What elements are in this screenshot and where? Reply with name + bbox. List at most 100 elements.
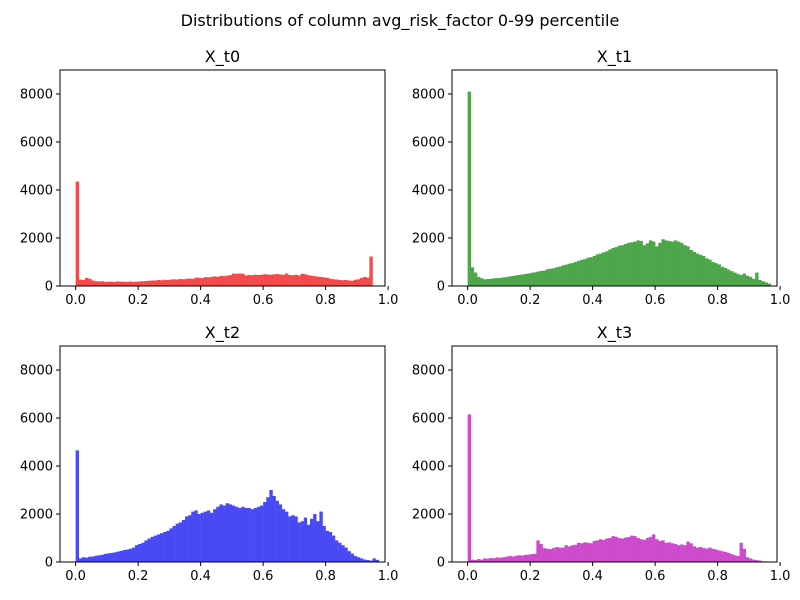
histogram-bar (483, 558, 487, 562)
histogram-bar (100, 281, 105, 286)
histogram-bar (514, 275, 518, 286)
histogram-bar (366, 560, 370, 562)
histogram-bar (755, 560, 759, 562)
histogram-bar (210, 512, 214, 562)
histogram-bar (160, 533, 164, 562)
histogram-bar (508, 556, 512, 562)
histogram-bar (739, 274, 743, 286)
histogram-bar (617, 245, 622, 286)
histogram-bar (711, 262, 715, 286)
histogram-bar (661, 540, 665, 562)
histogram-bar (695, 547, 700, 562)
histogram-bar (692, 251, 697, 286)
y-tick-label: 4000 (412, 184, 445, 199)
histogram-bar (194, 277, 198, 286)
histogram-bar (122, 281, 126, 286)
histogram-bar (708, 259, 712, 286)
histogram-bar (238, 273, 242, 286)
y-tick-label: 2000 (20, 508, 53, 523)
histogram-bar (673, 240, 678, 286)
histogram-bar (711, 548, 715, 562)
histogram-bar (595, 254, 600, 286)
histogram-bar (178, 279, 183, 286)
histogram-bar (645, 243, 650, 286)
y-tick-label: 4000 (20, 460, 53, 475)
y-tick-label: 8000 (20, 364, 53, 379)
histogram-bar (113, 552, 117, 562)
histogram-bar (122, 550, 126, 562)
histogram-bar (730, 554, 734, 562)
histogram-bar (580, 259, 584, 286)
histogram-bar (533, 272, 537, 286)
histogram-bar (633, 241, 637, 286)
histogram-bar (586, 257, 590, 286)
histogram-bar (630, 535, 634, 562)
histogram-bar (689, 250, 693, 286)
y-tick-label: 6000 (20, 412, 53, 427)
panel-title: X_t1 (597, 47, 632, 67)
histogram-bar (730, 271, 734, 286)
histogram-bar (655, 246, 659, 286)
histogram-bar (467, 91, 472, 286)
histogram-bar (567, 263, 572, 286)
histogram-bar (727, 269, 731, 286)
x-tick-label: 0.8 (707, 569, 728, 584)
histogram-bar (561, 547, 565, 562)
histogram-bar (605, 538, 609, 562)
histogram-bar (266, 274, 270, 286)
histogram-bar (131, 547, 136, 562)
y-tick-label: 6000 (412, 136, 445, 151)
histogram-bar (75, 181, 80, 286)
histogram-bar (153, 535, 158, 562)
histogram-bar (536, 271, 540, 286)
histogram-bar (235, 506, 239, 562)
histogram-bar (655, 539, 659, 562)
histogram-bar (717, 550, 722, 562)
histogram-bar (172, 279, 176, 286)
histogram-bar (347, 280, 351, 286)
histogram-bar (228, 275, 233, 286)
histogram-bar (91, 556, 95, 562)
histogram-bar (294, 274, 298, 286)
histogram-bar (583, 259, 587, 286)
histogram-bar (160, 280, 164, 286)
histogram-bar (733, 555, 737, 562)
panel-title: X_t2 (205, 323, 240, 343)
histogram-bar (135, 545, 139, 562)
histogram-bar (648, 536, 653, 562)
histogram-bar (748, 558, 753, 562)
x-tick-label: 1.0 (770, 293, 791, 308)
histogram-bar (260, 274, 264, 286)
histogram-bar (147, 538, 151, 562)
histogram-bar (611, 248, 615, 286)
histogram-bar (372, 558, 376, 562)
histogram-bar (498, 277, 503, 286)
x-tick-label: 0.4 (190, 569, 211, 584)
histogram-bar (573, 262, 578, 286)
histogram-bar (548, 549, 553, 562)
histogram-bar (495, 557, 500, 562)
histogram-bar (473, 560, 478, 562)
histogram-bar (598, 253, 603, 286)
histogram-bar (144, 280, 148, 286)
histogram-bar (592, 256, 597, 286)
histogram-bar (658, 242, 662, 286)
histogram-bar (555, 267, 559, 286)
histogram-bar (480, 559, 484, 562)
histogram-bar (106, 553, 111, 562)
histogram-bar (322, 526, 326, 562)
histogram-bar (141, 281, 145, 286)
histogram-bar (241, 273, 245, 286)
x-tick-label: 0.6 (645, 293, 666, 308)
histogram-bar (156, 534, 161, 562)
histogram-bar (181, 520, 186, 562)
histogram-bar (106, 281, 111, 286)
histogram-bar (253, 508, 258, 562)
histogram-bar (281, 509, 286, 562)
histogram-bar (492, 278, 497, 286)
histogram-bar (297, 275, 301, 286)
x-tick-label: 0.6 (253, 569, 274, 584)
x-tick-label: 0.8 (315, 293, 336, 308)
histogram-bar (523, 554, 528, 562)
histogram-bar (517, 555, 522, 562)
